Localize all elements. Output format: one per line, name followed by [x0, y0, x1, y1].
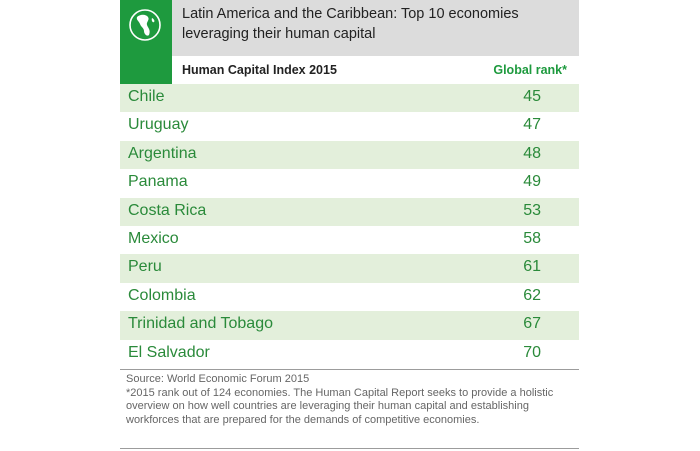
icon-box	[120, 0, 172, 84]
country-name: Uruguay	[128, 116, 189, 134]
table-row: Panama 49	[120, 169, 579, 197]
footer-notes: Source: World Economic Forum 2015 *2015 …	[126, 373, 556, 427]
chart-card: Latin America and the Caribbean: Top 10 …	[120, 0, 579, 451]
column-header-index: Human Capital Index 2015	[182, 63, 337, 77]
title-band: Latin America and the Caribbean: Top 10 …	[172, 0, 579, 56]
table-row: Trinidad and Tobago 67	[120, 311, 579, 340]
global-rank: 53	[523, 201, 541, 219]
country-name: Mexico	[128, 230, 179, 247]
chart-title: Latin America and the Caribbean: Top 10 …	[182, 6, 519, 42]
global-rank: 61	[523, 258, 541, 276]
global-rank: 67	[523, 315, 541, 333]
country-name: Chile	[128, 88, 165, 105]
table-row: Mexico 58	[120, 226, 579, 254]
global-rank: 47	[523, 116, 541, 134]
table-row: El Salvador 70	[120, 340, 579, 368]
footnote: *2015 rank out of 124 economies. The Hum…	[126, 386, 554, 426]
table-row: Chile 45	[120, 84, 579, 113]
table-row: Argentina 48	[120, 140, 579, 170]
country-name: Argentina	[128, 144, 197, 162]
table-row: Peru 61	[120, 254, 579, 283]
global-rank: 48	[523, 144, 541, 162]
global-rank: 70	[523, 343, 541, 361]
country-name: Trinidad and Tobago	[128, 315, 273, 333]
table-header: Latin America and the Caribbean: Top 10 …	[120, 0, 579, 84]
country-name: Peru	[128, 258, 162, 276]
table-row: Uruguay 47	[120, 112, 579, 140]
global-rank: 45	[523, 88, 541, 105]
footer-top-rule	[120, 369, 579, 370]
country-name: Colombia	[128, 286, 196, 304]
globe-icon	[129, 9, 161, 41]
global-rank: 58	[523, 230, 541, 247]
country-name: Panama	[128, 173, 188, 191]
table-row: Costa Rica 53	[120, 197, 579, 226]
column-header-row: Human Capital Index 2015 Global rank*	[172, 56, 579, 84]
country-name: El Salvador	[128, 343, 210, 361]
source-note: Source: World Economic Forum 2015	[126, 373, 310, 385]
table-row: Colombia 62	[120, 283, 579, 311]
global-rank: 49	[523, 173, 541, 191]
column-header-rank: Global rank*	[493, 63, 567, 77]
footer-bottom-rule	[120, 448, 579, 449]
global-rank: 62	[523, 286, 541, 304]
country-name: Costa Rica	[128, 201, 207, 219]
